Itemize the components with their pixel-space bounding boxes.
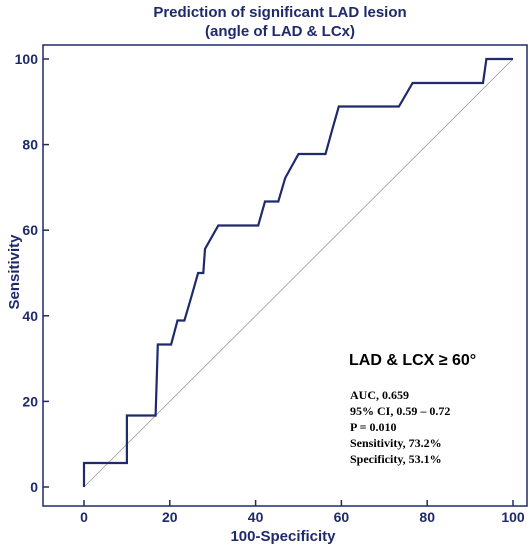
roc-curve <box>82 57 513 487</box>
x-tick-label: 100 <box>501 509 525 525</box>
x-tick-label: 0 <box>80 509 88 525</box>
annotation-sensitivity: Sensitivity, 73.2% <box>350 436 442 450</box>
x-tick-label: 40 <box>248 509 264 525</box>
x-axis-label: 100-Specificity <box>230 528 336 545</box>
annotation-p-value: P = 0.010 <box>350 420 397 434</box>
chart-title-line-2: (angle of LAD & LCx) <box>205 23 355 40</box>
y-tick-label: 20 <box>22 393 38 409</box>
chart-title-line-1: Prediction of significant LAD lesion <box>153 4 406 21</box>
annotation-heading: LAD & LCX ≥ 60° <box>349 352 476 369</box>
y-tick-label: 60 <box>22 222 38 238</box>
y-axis-label: Sensitivity <box>6 234 23 310</box>
reference-diagonal-line <box>83 58 514 488</box>
y-tick-label: 100 <box>15 51 39 67</box>
annotation-specificity: Specificity, 53.1% <box>350 452 442 466</box>
x-axis-ticks: 0 20 40 60 80 100 <box>80 500 525 525</box>
plot-frame <box>42 44 528 507</box>
annotation-ci: 95% CI, 0.59 – 0.72 <box>350 404 450 418</box>
y-tick-label: 40 <box>22 308 38 324</box>
x-tick-label: 60 <box>334 509 350 525</box>
x-tick-label: 20 <box>162 509 178 525</box>
annotation-auc: AUC, 0.659 <box>350 388 409 402</box>
y-tick-label: 80 <box>22 137 38 153</box>
y-tick-label: 0 <box>30 479 38 495</box>
x-tick-label: 80 <box>419 509 435 525</box>
y-axis-ticks: 0 20 40 60 80 100 <box>15 51 49 495</box>
